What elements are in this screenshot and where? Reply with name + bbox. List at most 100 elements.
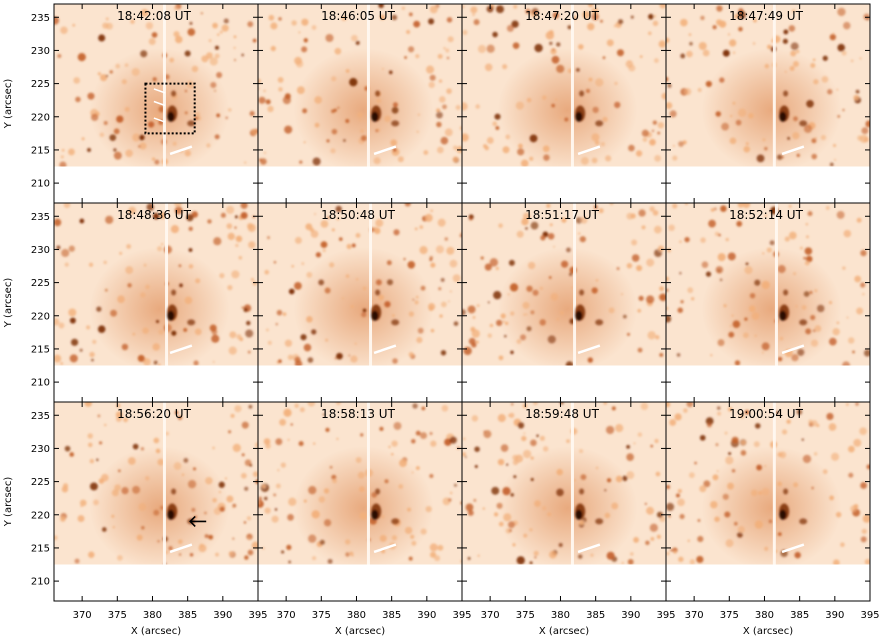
white-streak [169, 543, 193, 554]
image-panel: 18:51:17 UT [461, 202, 667, 403]
panel-time-label: 18:47:20 UT [525, 9, 599, 23]
image-panel: 18:42:08 UT [53, 3, 259, 204]
slit-line [366, 4, 370, 167]
y-tick-label: 220 [31, 112, 50, 123]
region-box [144, 82, 196, 135]
dark-feature [575, 90, 604, 127]
solar-image [666, 203, 870, 366]
solar-image [54, 203, 258, 366]
white-streak [577, 344, 601, 355]
white-arrow-icon [153, 100, 166, 107]
x-tick-label: 395 [860, 610, 879, 621]
black-arrow-icon [189, 515, 207, 527]
slit-line [165, 203, 169, 366]
y-axis-label: Y (arcsec) [3, 477, 14, 528]
panel-time-label: 18:56:20 UT [117, 407, 191, 421]
x-tick-label: 375 [108, 610, 127, 621]
x-tick-label: 385 [586, 610, 605, 621]
panel-time-label: 18:59:48 UT [525, 407, 599, 421]
image-panel: 18:56:20 UT [53, 401, 259, 602]
dark-feature [779, 289, 808, 326]
dark-feature [779, 90, 808, 127]
white-arrow-icon [153, 88, 166, 94]
y-axis-label: Y (arcsec) [3, 79, 14, 130]
white-arrow-icon [153, 117, 166, 123]
x-tick-label: 370 [73, 610, 92, 621]
dark-feature [575, 289, 604, 326]
y-tick-label: 230 [31, 46, 50, 57]
x-tick-label: 390 [825, 610, 844, 621]
solar-image [258, 4, 462, 167]
x-tick-label: 380 [347, 610, 366, 621]
dark-feature [371, 90, 400, 127]
y-tick-label: 215 [31, 145, 50, 156]
x-tick-label: 380 [755, 610, 774, 621]
dark-feature [371, 488, 400, 525]
y-tick-label: 220 [31, 311, 50, 322]
image-panel: 18:59:48 UT [461, 401, 667, 602]
panel-time-label: 18:50:48 UT [321, 208, 395, 222]
y-tick-label: 220 [31, 510, 50, 521]
image-panel: 19:00:54 UT [665, 401, 871, 602]
white-streak [577, 543, 601, 554]
white-streak [781, 344, 805, 355]
slit-line [774, 203, 778, 366]
x-axis-label: X (arcsec) [335, 626, 385, 637]
panel-time-label: 19:00:54 UT [729, 407, 803, 421]
x-axis-label: X (arcsec) [743, 626, 793, 637]
panel-time-label: 18:46:05 UT [321, 9, 395, 23]
panel-time-label: 18:51:17 UT [525, 208, 599, 222]
slit-line [162, 4, 166, 167]
x-tick-label: 390 [621, 610, 640, 621]
x-axis-label: X (arcsec) [131, 626, 181, 637]
y-tick-label: 210 [31, 378, 50, 389]
white-streak [169, 344, 193, 355]
solar-image [462, 203, 666, 366]
y-tick-label: 235 [31, 212, 50, 223]
image-panel: 18:46:05 UT [257, 3, 463, 204]
y-tick-label: 225 [31, 79, 50, 90]
y-axis-label: Y (arcsec) [3, 278, 14, 329]
solar-image [54, 4, 258, 167]
image-panel: 18:47:20 UT [461, 3, 667, 204]
dark-feature [167, 90, 196, 127]
y-tick-label: 235 [31, 411, 50, 422]
white-streak [373, 543, 397, 554]
x-tick-label: 380 [143, 610, 162, 621]
y-tick-label: 230 [31, 245, 50, 256]
image-panel: 18:47:49 UT [665, 3, 871, 204]
x-tick-label: 370 [277, 610, 296, 621]
image-panel: 18:50:48 UT [257, 202, 463, 403]
panel-time-label: 18:47:49 UT [729, 9, 803, 23]
dark-feature [371, 289, 400, 326]
white-streak [373, 344, 397, 355]
y-tick-label: 235 [31, 13, 50, 24]
slit-line [772, 4, 776, 167]
slit-line [573, 203, 577, 366]
x-tick-label: 370 [481, 610, 500, 621]
x-tick-label: 375 [312, 610, 331, 621]
x-tick-label: 385 [178, 610, 197, 621]
y-tick-label: 210 [31, 179, 50, 190]
x-tick-label: 375 [720, 610, 739, 621]
panel-time-label: 18:58:13 UT [321, 407, 395, 421]
slit-line [366, 402, 370, 565]
x-tick-label: 370 [685, 610, 704, 621]
y-tick-label: 215 [31, 543, 50, 554]
y-tick-label: 230 [31, 444, 50, 455]
white-streak [169, 145, 193, 156]
solar-image [666, 402, 870, 565]
image-panel: 18:58:13 UT [257, 401, 463, 602]
solar-image [258, 402, 462, 565]
y-tick-label: 210 [31, 577, 50, 588]
x-tick-label: 385 [382, 610, 401, 621]
x-tick-label: 395 [452, 610, 471, 621]
image-panel: 18:48:36 UT [53, 202, 259, 403]
slit-line [162, 402, 166, 565]
x-tick-label: 390 [417, 610, 436, 621]
y-tick-label: 225 [31, 278, 50, 289]
dark-feature [779, 488, 808, 525]
solar-image [666, 4, 870, 167]
slit-line [570, 4, 574, 167]
slit-line [570, 402, 574, 565]
